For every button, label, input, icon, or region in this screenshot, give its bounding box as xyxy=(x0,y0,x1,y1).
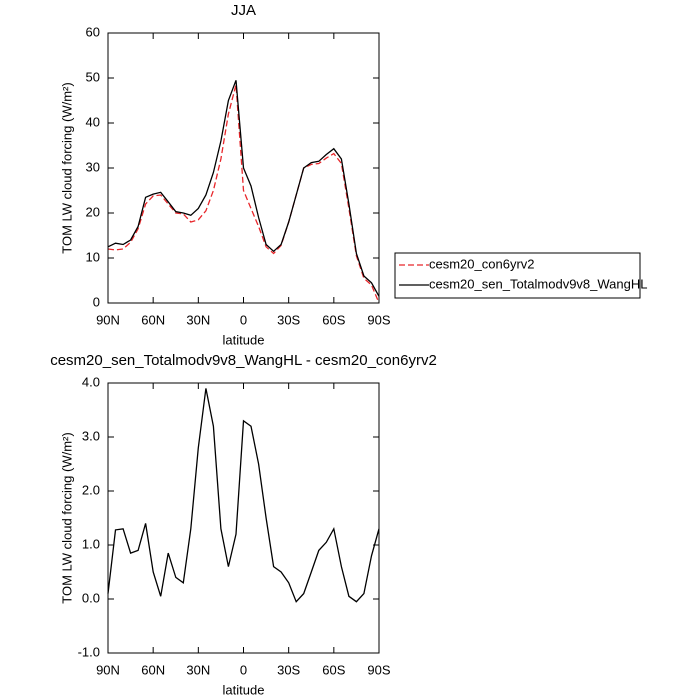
x-tick-label: 60S xyxy=(322,662,345,677)
y-tick-label: 3.0 xyxy=(82,428,100,443)
x-tick-label: 60S xyxy=(322,312,345,327)
y-axis-label: TOM LW cloud forcing (W/m²) xyxy=(59,432,74,603)
x-tick-label: 0 xyxy=(240,312,247,327)
x-tick-label: 90S xyxy=(367,312,390,327)
y-tick-label: 30 xyxy=(86,159,100,174)
data-line xyxy=(107,84,380,304)
x-tick-label: 30S xyxy=(277,312,300,327)
y-tick-label: 20 xyxy=(86,204,100,219)
y-tick-label: 40 xyxy=(86,114,100,129)
x-tick-label: 60N xyxy=(141,662,165,677)
legend-label: cesm20_sen_Totalmodv9v8_WangHL xyxy=(429,276,647,291)
y-tick-label: 50 xyxy=(86,69,100,84)
chart-title: JJA xyxy=(231,2,256,19)
y-axis-label: TOM LW cloud forcing (W/m²) xyxy=(59,82,74,253)
x-tick-label: 60N xyxy=(141,312,165,327)
x-tick-label: 30S xyxy=(277,662,300,677)
y-tick-label: -1.0 xyxy=(78,644,100,659)
x-tick-label: 90N xyxy=(96,662,120,677)
data-line xyxy=(107,388,380,603)
x-tick-label: 30N xyxy=(186,662,210,677)
y-tick-label: 2.0 xyxy=(82,482,100,497)
y-tick-label: 0 xyxy=(93,294,100,309)
x-tick-label: 30N xyxy=(186,312,210,327)
chart-title: cesm20_sen_Totalmodv9v8_WangHL - cesm20_… xyxy=(50,352,437,369)
y-tick-label: 60 xyxy=(86,24,100,39)
x-tick-label: 90N xyxy=(96,312,120,327)
data-line xyxy=(107,80,380,297)
y-tick-label: 1.0 xyxy=(82,536,100,551)
legend-box xyxy=(394,252,641,299)
plot-frame xyxy=(107,382,380,654)
y-tick-label: 4.0 xyxy=(82,374,100,389)
x-tick-label: 90S xyxy=(367,662,390,677)
y-tick-label: 10 xyxy=(86,249,100,264)
legend-label: cesm20_con6yrv2 xyxy=(429,256,535,271)
plot-frame xyxy=(107,32,380,304)
x-tick-label: 0 xyxy=(240,662,247,677)
y-tick-label: 0.0 xyxy=(82,590,100,605)
x-axis-label: latitude xyxy=(223,682,265,697)
x-axis-label: latitude xyxy=(223,332,265,347)
